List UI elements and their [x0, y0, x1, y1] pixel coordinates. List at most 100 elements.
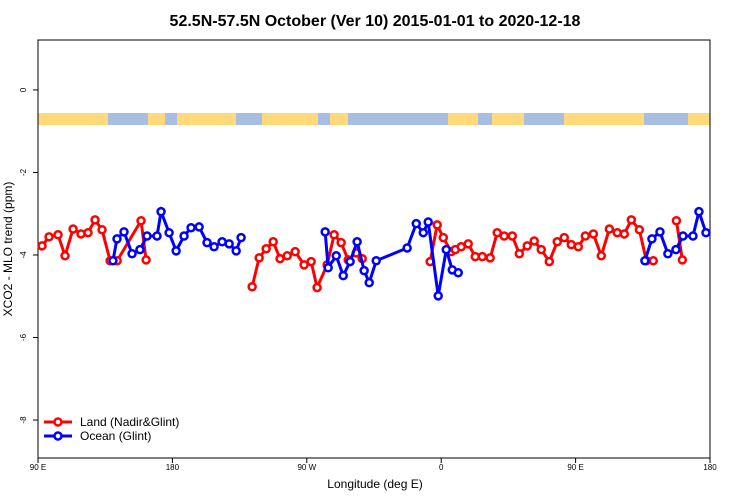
- point: [463, 239, 473, 249]
- point: [268, 237, 278, 247]
- point: [164, 227, 174, 238]
- y-tick-label: -8: [19, 416, 28, 424]
- point: [179, 231, 189, 241]
- point: [514, 248, 525, 259]
- point: [438, 232, 449, 243]
- point: [648, 256, 659, 266]
- point: [688, 231, 698, 241]
- point: [323, 263, 333, 273]
- point: [559, 232, 570, 243]
- point: [299, 260, 309, 270]
- point: [364, 277, 374, 288]
- point: [127, 248, 137, 259]
- point: [156, 206, 166, 217]
- point: [97, 225, 107, 235]
- point: [186, 222, 196, 233]
- point: [596, 251, 607, 261]
- point: [290, 246, 300, 257]
- point: [619, 229, 630, 239]
- point: [37, 241, 47, 251]
- point: [224, 239, 234, 249]
- point: [359, 265, 369, 276]
- point: [108, 256, 118, 266]
- point: [626, 215, 637, 225]
- legend-marker: [53, 431, 63, 441]
- point: [68, 224, 78, 234]
- point: [423, 217, 433, 227]
- point: [247, 282, 257, 292]
- y-tick-label: -2: [19, 168, 28, 176]
- point: [261, 244, 271, 254]
- point: [135, 244, 145, 255]
- point: [694, 206, 704, 217]
- point: [136, 215, 146, 226]
- point: [701, 227, 711, 238]
- point: [507, 231, 518, 241]
- point: [194, 222, 204, 232]
- x-tick-label: 90 E: [30, 463, 46, 472]
- point: [152, 231, 162, 241]
- point: [338, 270, 348, 281]
- point: [90, 215, 100, 225]
- y-tick-label: -4: [19, 251, 28, 259]
- point: [433, 291, 443, 301]
- point: [604, 224, 615, 234]
- point: [522, 241, 532, 251]
- point: [640, 256, 650, 266]
- point: [655, 227, 665, 237]
- point: [329, 230, 339, 240]
- point: [371, 256, 381, 266]
- legend-label: Ocean (Glint): [80, 429, 151, 443]
- point: [588, 229, 599, 239]
- legend-marker: [53, 417, 63, 427]
- point: [418, 227, 429, 238]
- x-tick-label: 0: [439, 463, 444, 472]
- point: [112, 234, 122, 244]
- point: [282, 251, 292, 261]
- point: [44, 232, 54, 242]
- point: [60, 251, 70, 261]
- point: [202, 237, 212, 248]
- point: [171, 246, 181, 256]
- point: [663, 248, 673, 259]
- y-tick-label: 0: [19, 87, 28, 92]
- x-tick-label: 90 E: [567, 463, 583, 472]
- point: [83, 227, 93, 238]
- y-tick-label: -6: [19, 333, 28, 341]
- point: [345, 256, 355, 267]
- point: [352, 237, 362, 247]
- map-strip: [38, 113, 710, 125]
- point: [529, 236, 539, 246]
- point: [336, 237, 346, 248]
- point: [499, 231, 509, 241]
- point: [634, 225, 645, 235]
- point: [231, 246, 241, 256]
- point: [477, 251, 488, 262]
- point: [647, 234, 657, 244]
- x-tick-label: 180: [166, 463, 180, 472]
- point: [320, 227, 330, 237]
- y-axis-label: XCO2 - MLO trend (ppm): [1, 182, 15, 317]
- chart-title: 52.5N-57.5N October (Ver 10) 2015-01-01 …: [170, 13, 581, 30]
- legend-label: Land (Nadir&Glint): [80, 415, 179, 429]
- point: [402, 243, 412, 253]
- point: [552, 237, 562, 247]
- plot-frame: [37, 39, 711, 459]
- point: [312, 282, 322, 293]
- point: [485, 253, 495, 263]
- point: [677, 255, 688, 265]
- point: [678, 231, 688, 241]
- point: [671, 215, 682, 226]
- point: [306, 256, 316, 267]
- point: [432, 220, 442, 230]
- point: [671, 244, 681, 255]
- point: [236, 232, 246, 243]
- point: [53, 230, 63, 240]
- point: [209, 241, 219, 252]
- point: [119, 227, 129, 237]
- x-tick-label: 180: [703, 463, 717, 472]
- point: [141, 255, 151, 265]
- point: [536, 244, 547, 255]
- x-axis-label: Longitude (deg E): [327, 477, 422, 491]
